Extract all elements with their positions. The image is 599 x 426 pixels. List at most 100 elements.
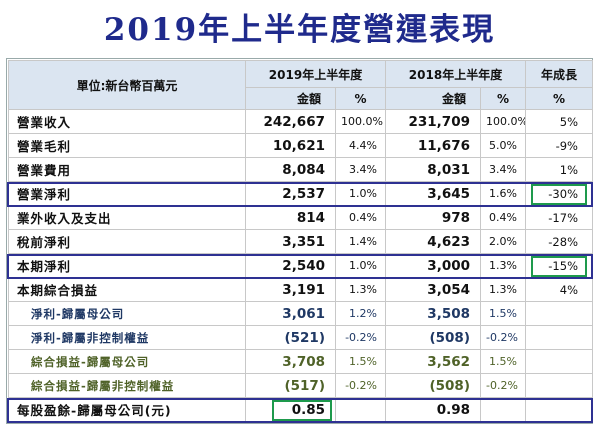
row-label: 淨利-歸屬非控制權益 — [8, 325, 246, 350]
amount: 11,676 — [385, 133, 481, 158]
group-header: 2019年上半年度 — [245, 60, 386, 88]
growth: -17% — [525, 205, 593, 230]
amount: 8,084 — [245, 157, 336, 182]
subheader: % — [525, 87, 593, 110]
growth — [525, 325, 593, 350]
percent: 1.5% — [480, 301, 526, 326]
growth: 4% — [525, 277, 593, 302]
amount: (517) — [245, 373, 336, 398]
amount: 3,645 — [385, 181, 481, 206]
percent: 0.4% — [480, 205, 526, 230]
growth — [525, 373, 593, 398]
amount: 3,191 — [245, 277, 336, 302]
table-row: 本期淨利 2,540 1.0% 3,000 1.3% -15% — [8, 253, 593, 278]
table-row: 業外收入及支出 814 0.4% 978 0.4% -17% — [8, 205, 593, 230]
row-label: 營業毛利 — [8, 133, 246, 158]
percent: 1.0% — [335, 181, 386, 206]
row-label: 本期綜合損益 — [8, 277, 246, 302]
amount: 231,709 — [385, 109, 481, 134]
percent: 1.3% — [480, 253, 526, 278]
percent: 2.0% — [480, 229, 526, 254]
subheader: % — [335, 87, 386, 110]
amount: 2,540 — [245, 253, 336, 278]
table-row: 綜合損益-歸屬非控制權益 (517) -0.2% (508) -0.2% — [8, 373, 593, 398]
table-row: 營業淨利 2,537 1.0% 3,645 1.6% -30% — [8, 181, 593, 206]
unit-label: 單位:新台幣百萬元 — [8, 60, 246, 110]
percent: 1.5% — [335, 349, 386, 374]
row-label: 營業淨利 — [8, 181, 246, 206]
row-label: 營業費用 — [8, 157, 246, 182]
growth: 1% — [525, 157, 593, 182]
percent: 1.6% — [480, 181, 526, 206]
amount: 2,537 — [245, 181, 336, 206]
percent: 1.2% — [335, 301, 386, 326]
table-row: 綜合損益-歸屬母公司 3,708 1.5% 3,562 1.5% — [8, 349, 593, 374]
table-body: 營業收入 242,667 100.0% 231,709 100.0% 5% 營業毛利 10,6… — [8, 109, 593, 422]
amount: 3,562 — [385, 349, 481, 374]
subheader: 金額 — [385, 87, 481, 110]
growth: -28% — [525, 229, 593, 254]
table-row: 每股盈餘-歸屬母公司(元) 0.85 0.98 — [8, 397, 593, 422]
row-label: 稅前淨利 — [8, 229, 246, 254]
growth: 5% — [525, 109, 593, 134]
table-row: 營業收入 242,667 100.0% 231,709 100.0% 5% — [8, 109, 593, 134]
percent: 1.3% — [480, 277, 526, 302]
amount: 4,623 — [385, 229, 481, 254]
percent: -0.2% — [480, 373, 526, 398]
row-label: 淨利-歸屬母公司 — [8, 301, 246, 326]
amount: 242,667 — [245, 109, 336, 134]
row-label: 營業收入 — [8, 109, 246, 134]
subheader: % — [480, 87, 526, 110]
percent: 5.0% — [480, 133, 526, 158]
amount: 0.85 — [245, 397, 336, 422]
amount: (508) — [385, 325, 481, 350]
table-frame — [6, 58, 593, 424]
amount: (508) — [385, 373, 481, 398]
percent — [335, 397, 386, 422]
table-row: 本期綜合損益 3,191 1.3% 3,054 1.3% 4% — [8, 277, 593, 302]
row-label: 業外收入及支出 — [8, 205, 246, 230]
growth: -30% — [525, 181, 593, 206]
row-label: 綜合損益-歸屬母公司 — [8, 349, 246, 374]
percent: -0.2% — [335, 325, 386, 350]
group-header: 年成長 — [525, 60, 593, 88]
row-label: 每股盈餘-歸屬母公司(元) — [8, 397, 246, 422]
growth — [525, 397, 593, 422]
table-row: 營業毛利 10,621 4.4% 11,676 5.0% -9% — [8, 133, 593, 158]
percent — [480, 397, 526, 422]
title: 2019年上半年度營運表現 — [103, 12, 496, 48]
amount: 978 — [385, 205, 481, 230]
percent: -0.2% — [335, 373, 386, 398]
header-row: 單位:新台幣百萬元 2019年上半年度 2018年上半年度 年成長 — [8, 60, 593, 110]
growth: -15% — [525, 253, 593, 278]
amount: 3,351 — [245, 229, 336, 254]
amount: 814 — [245, 205, 336, 230]
row-label: 本期淨利 — [8, 253, 246, 278]
subheader: 金額 — [245, 87, 336, 110]
amount: 8,031 — [385, 157, 481, 182]
amount: 10,621 — [245, 133, 336, 158]
amount: 3,054 — [385, 277, 481, 302]
amount: 3,708 — [245, 349, 336, 374]
percent: 1.3% — [335, 277, 386, 302]
amount: 3,000 — [385, 253, 481, 278]
percent: 0.4% — [335, 205, 386, 230]
percent: 100.0% — [335, 109, 386, 134]
percent: 100.0% — [480, 109, 526, 134]
amount: (521) — [245, 325, 336, 350]
table-row: 營業費用 8,084 3.4% 8,031 3.4% 1% — [8, 157, 593, 182]
percent: 4.4% — [335, 133, 386, 158]
financial-table: 單位:新台幣百萬元 2019年上半年度 2018年上半年度 年成長 金額 % 金… — [8, 60, 593, 422]
percent: 3.4% — [480, 157, 526, 182]
amount: 0.98 — [385, 397, 481, 422]
growth: -9% — [525, 133, 593, 158]
amount: 3,061 — [245, 301, 336, 326]
table-row: 淨利-歸屬非控制權益 (521) -0.2% (508) -0.2% — [8, 325, 593, 350]
percent: -0.2% — [480, 325, 526, 350]
percent: 1.0% — [335, 253, 386, 278]
percent: 1.5% — [480, 349, 526, 374]
table-row: 淨利-歸屬母公司 3,061 1.2% 3,508 1.5% — [8, 301, 593, 326]
group-header: 2018年上半年度 — [385, 60, 526, 88]
table-row: 稅前淨利 3,351 1.4% 4,623 2.0% -28% — [8, 229, 593, 254]
